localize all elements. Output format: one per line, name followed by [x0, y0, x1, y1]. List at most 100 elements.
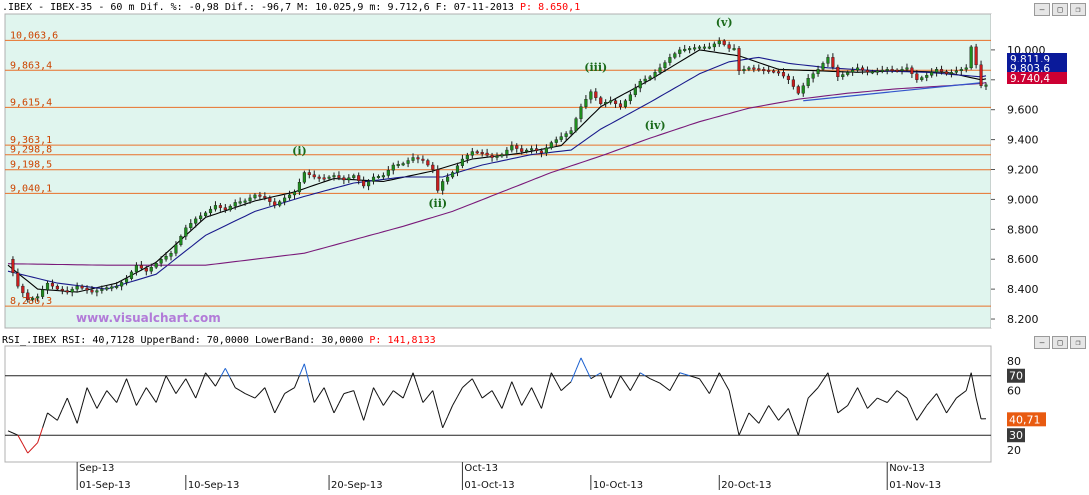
candle-body — [357, 175, 361, 181]
rsi-segment — [941, 403, 947, 414]
candle-body — [381, 175, 385, 178]
rsi-segment — [852, 387, 859, 397]
rsi-segment — [506, 381, 513, 396]
maximize-icon[interactable]: □ — [1052, 3, 1068, 16]
candle-body — [776, 71, 781, 74]
rsi-segment — [872, 397, 878, 404]
candle-body — [80, 285, 84, 289]
minimize-icon[interactable]: — — [1034, 3, 1050, 16]
elliott-wave-labels: (i) (ii) (iii) (iv) (v) — [292, 16, 732, 210]
rsi-segment — [862, 397, 868, 409]
rsi-segment — [328, 400, 335, 414]
level-label: 9,363,1 — [10, 135, 52, 146]
candle-body — [821, 63, 825, 70]
rsi-segment — [244, 393, 251, 397]
rsi-segment — [190, 388, 197, 399]
candle-body — [115, 285, 119, 288]
rsi-segment — [353, 390, 360, 406]
candle-body — [312, 174, 316, 178]
rsi-segment — [684, 373, 690, 377]
wave-label: (iii) — [584, 61, 607, 74]
trendline — [803, 82, 982, 102]
rsi-segment — [620, 375, 626, 384]
rsi-segment — [560, 385, 567, 391]
p-value: 8.650,1 — [538, 2, 581, 13]
date-label: 01-Oct-13 — [464, 480, 514, 491]
candle-body — [747, 67, 751, 70]
date-value: 07-11-2013 — [453, 2, 514, 13]
candle-body — [836, 66, 840, 78]
candle-body — [520, 148, 524, 152]
candle-body — [441, 181, 445, 191]
candle-body — [791, 79, 795, 87]
rsi-plot-area[interactable] — [4, 345, 992, 463]
candle-body — [50, 282, 55, 287]
rsi-segment — [491, 390, 498, 400]
restore-icon[interactable]: ❐ — [1070, 3, 1086, 16]
rsi-segment — [427, 390, 434, 397]
candle-body — [450, 172, 455, 178]
candle-body — [974, 46, 978, 66]
price-header: .IBEX - IBEX-35 - 60 m Dif. %: -0,98 Dif… — [2, 2, 580, 13]
candle-body — [722, 40, 726, 45]
rsi-lower-badge-box — [1007, 428, 1025, 443]
candle-body — [683, 48, 687, 51]
candle-body — [41, 289, 45, 297]
candle-body — [278, 201, 282, 206]
candle-body — [984, 84, 988, 87]
candle-body — [816, 69, 820, 75]
candle-body — [65, 290, 69, 293]
rsi-segment — [476, 388, 483, 399]
rsi-segment — [160, 375, 167, 390]
candle-body — [124, 278, 129, 283]
candle-body — [515, 145, 519, 149]
candle-body — [426, 160, 430, 166]
rsi-segment — [358, 405, 365, 421]
rsi-segment — [205, 372, 211, 380]
candle-body — [851, 69, 855, 73]
candle-body — [490, 155, 494, 158]
candle-body — [643, 78, 647, 82]
rsi-minimize-icon[interactable]: — — [1034, 336, 1050, 349]
rsi-segment — [333, 403, 340, 414]
rsi-maximize-icon[interactable]: □ — [1052, 336, 1068, 349]
price-plot-area[interactable] — [4, 13, 992, 329]
lower-label: LowerBand: — [254, 335, 316, 346]
rsi-segment — [827, 372, 834, 393]
wave-label: (ii) — [428, 197, 447, 210]
rsi-restore-icon[interactable]: ❐ — [1070, 336, 1086, 349]
rsi-segment — [303, 363, 310, 384]
date-axis: Sep-13 Oct-13 Nov-13 01-Sep-13 10-Sep-13 20-S… — [76, 462, 941, 491]
candle-body — [786, 75, 790, 80]
symbol: .IBEX - IBEX-35 - — [2, 2, 105, 13]
rsi-segment — [654, 380, 661, 384]
rsi-segment — [536, 397, 542, 409]
rsi-segment — [634, 372, 641, 382]
y-tick-label: 9.400 — [1007, 134, 1039, 147]
candle-body — [352, 175, 356, 178]
candle-body — [712, 43, 716, 48]
rsi-segment — [807, 392, 814, 399]
candle-body — [663, 62, 667, 69]
candle-body — [411, 157, 415, 161]
candle-body — [253, 194, 257, 199]
candle-body — [772, 70, 776, 73]
candle-body — [890, 69, 894, 72]
rsi-segment — [704, 385, 710, 394]
rsi-segment — [659, 382, 666, 388]
rsi-segment — [550, 372, 557, 382]
rsi-segment — [224, 368, 231, 379]
rsi-segment — [516, 393, 523, 406]
rsi-segment — [145, 387, 152, 396]
candle-body — [604, 102, 608, 104]
level-label: 9,040,1 — [10, 183, 52, 194]
candle-body — [875, 70, 879, 73]
candle-body — [302, 172, 306, 183]
level-label: 9,198,5 — [10, 160, 52, 171]
candle-body — [238, 201, 242, 204]
candle-body — [534, 148, 539, 152]
candle-body — [184, 227, 188, 237]
candle-body — [500, 154, 504, 157]
rsi-segment — [832, 392, 839, 414]
